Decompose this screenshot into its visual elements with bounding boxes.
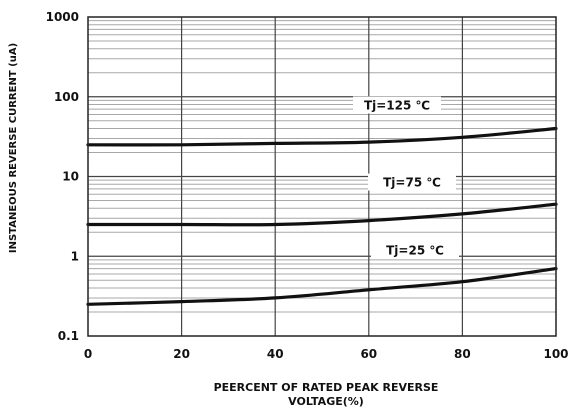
x-tick-label: 0: [84, 347, 92, 361]
y-tick-label: 100: [54, 90, 79, 104]
y-tick-labels: 0.1 1 10 100 1000: [46, 10, 79, 343]
x-tick-label: 20: [173, 347, 190, 361]
curves: [86, 126, 558, 306]
plot-frame: [87, 16, 557, 337]
x-tick-label: 100: [543, 347, 568, 361]
x-tick-label: 40: [267, 347, 284, 361]
series-label: Tj=25 ℃: [386, 244, 444, 258]
y-tick-label: 1: [71, 249, 79, 263]
x-tick-labels: 0 20 40 60 80 100: [84, 347, 569, 361]
series-label: Tj=75 ℃: [383, 176, 441, 190]
y-tick-label: 1000: [46, 10, 79, 24]
series-label: Tj=125 ℃: [364, 99, 430, 113]
series-label-background: [353, 96, 441, 114]
x-axis-label-line1: PEERCENT OF RATED PEAK REVERSE: [214, 381, 439, 394]
x-tick-label: 60: [360, 347, 377, 361]
series-label-background: [368, 173, 456, 191]
x-axis-label-line2: VOLTAGE(%): [288, 395, 364, 408]
series-line: [86, 202, 558, 227]
series-line: [86, 267, 558, 306]
y-axis-label: INSTANEOUS REVERSE CURRENT (uA): [8, 43, 19, 253]
y-tick-label: 0.1: [58, 329, 79, 343]
y-tick-label: 10: [62, 170, 79, 184]
minor-grid: [88, 20, 556, 313]
x-tick-label: 80: [454, 347, 471, 361]
series-label-background: [371, 241, 459, 259]
curve-labels: Tj=125 ℃ Tj=75 ℃ Tj=25 ℃: [353, 96, 459, 259]
series-line: [86, 126, 558, 147]
